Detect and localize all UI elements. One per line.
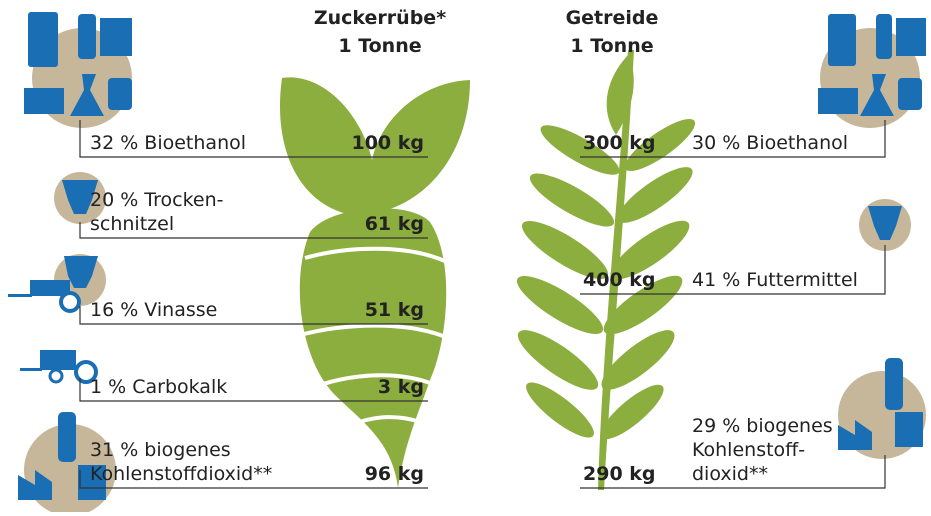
product-label: 1 % Carbokalk (90, 376, 227, 398)
amount: 61 kg (365, 213, 424, 235)
amount: 100 kg (351, 132, 424, 154)
amount: 51 kg (365, 299, 424, 321)
product-label: 41 % Futtermittel (692, 269, 858, 291)
grain-subtitle: 1 Tonne (570, 35, 653, 57)
product-label: 32 % Bioethanol (90, 132, 246, 154)
beet-subtitle: 1 Tonne (338, 35, 421, 57)
icon-co2-left (18, 412, 116, 512)
infographic: Zuckerrübe* 1 Tonne Getreide 1 Tonne 32 … (0, 0, 931, 512)
product-label: 20 % Trocken- (90, 189, 224, 211)
amount: 3 kg (378, 376, 424, 398)
amount: 290 kg (583, 463, 656, 485)
grain-title: Getreide (566, 7, 659, 29)
product-label: Kohlenstoff- (692, 439, 805, 461)
amount: 400 kg (583, 269, 656, 291)
rows: 32 % Bioethanol 100 kg 20 % Trocken-schnit… (80, 120, 885, 488)
product-label: dioxid** (692, 463, 768, 485)
beet-title: Zuckerrübe* (314, 7, 446, 29)
product-label: 16 % Vinasse (90, 299, 217, 321)
product-label: schnitzel (90, 213, 174, 235)
icon-bioethanol-right (818, 14, 926, 128)
product-label: Kohlenstoffdioxid** (90, 463, 272, 485)
icon-bioethanol-left (24, 12, 132, 128)
amount: 300 kg (583, 132, 656, 154)
product-label: 31 % biogenes (90, 439, 231, 461)
amount: 96 kg (365, 463, 424, 485)
icon-cow-right (859, 199, 911, 251)
product-label: 30 % Bioethanol (692, 132, 848, 154)
icon-tractor (20, 350, 96, 382)
icon-co2-right (838, 358, 926, 459)
product-label: 29 % biogenes (692, 415, 833, 437)
